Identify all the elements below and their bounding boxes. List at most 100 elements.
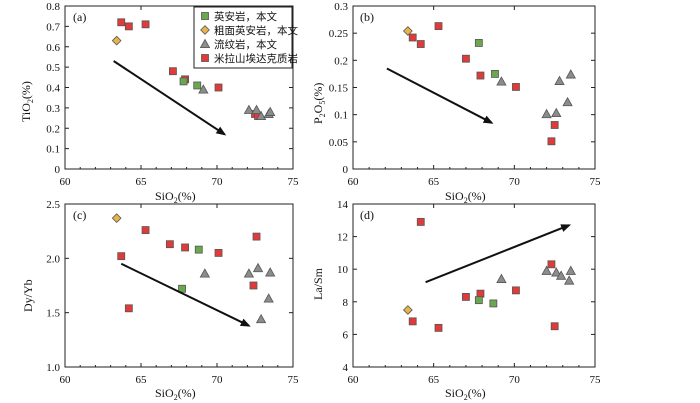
- panel-c-ytick-label: 2.0: [46, 253, 60, 265]
- panel-d-point-andesite: [489, 299, 498, 308]
- panel-d-ticks: 60 65 70 75 4 6 8 10 12 14: [337, 199, 601, 386]
- panel-a-point-rhyolite: [255, 110, 267, 121]
- panel-c-point-rhyolite: [265, 267, 276, 277]
- panel-b-point-rhyolite: [496, 76, 507, 86]
- legend-granite-marker: [201, 54, 209, 62]
- panel-c-point-rhyolite: [255, 313, 267, 324]
- panel-b-ytick-label: 0.1: [334, 110, 348, 122]
- panel-d-point-andesite: [474, 296, 483, 305]
- legend-frame: [193, 6, 293, 69]
- panel-a-point-andesite: [179, 77, 188, 86]
- panel-d-ytick-label: 14: [337, 199, 349, 211]
- panel-b-point-trachyandesite: [402, 26, 413, 36]
- panel-c-trend-arrow: [120, 262, 251, 327]
- panel-c-point-rhyolite: [199, 268, 211, 278]
- panel-b-point-rhyolite: [562, 96, 573, 107]
- panel-c-ytick-label: 1.0: [46, 362, 60, 374]
- panel-a-point-rhyolite: [265, 106, 276, 116]
- panel-c-point-granite: [252, 232, 261, 241]
- panel-c-point-rhyolite: [252, 262, 264, 273]
- panel-d-ytick-label: 6: [343, 329, 349, 341]
- panel-d-point-trachyandesite: [402, 305, 413, 315]
- legend-rhyolite-label: 流纹岩，本文: [214, 38, 277, 51]
- panel-a: 60 65 70 75 0 0.1 0.2 0.3 0.4 0.5 0.6 0.7 0.8 (a) Si…: [19, 1, 299, 205]
- panel-a-xtick-label: 70: [212, 176, 224, 188]
- panel-d-point-rhyolite: [555, 270, 567, 280]
- panel-a-ytick-label: 0.2: [46, 123, 60, 135]
- panel-b-point-rhyolite: [541, 108, 552, 119]
- panel-d-x-title: SiO2(%): [445, 386, 486, 402]
- panel-b-xtick-label: 70: [509, 176, 521, 188]
- panel-b-point-granite: [547, 137, 556, 146]
- legend-item-trachyandesite: 粗面英安岩，本文: [200, 24, 298, 37]
- panel-b-xtick-label: 60: [348, 176, 360, 188]
- panel-d-frame: [352, 203, 596, 368]
- panel-d-point-rhyolite: [496, 273, 507, 283]
- panel-a-point-granite: [117, 18, 126, 27]
- panel-c-point-rhyolite: [243, 268, 255, 278]
- panel-b-point-andesite: [474, 39, 483, 47]
- panel-c-frame: [64, 203, 294, 368]
- panel-b-point-granite: [434, 22, 443, 31]
- panel-a-ytick-label: 0.5: [46, 62, 60, 74]
- panel-d-y-title: La/Sm: [311, 267, 325, 300]
- panel-c-point-trachyandesite: [111, 213, 122, 223]
- panel-a-point-granite: [141, 20, 150, 29]
- panel-d-point-rhyolite: [564, 275, 575, 285]
- panel-c-point-granite: [181, 243, 189, 252]
- panel-b-ytick-label: 0.05: [329, 137, 349, 149]
- panel-b-point-andesite: [491, 70, 499, 78]
- panel-c-y-title: Dy/Yb: [21, 279, 35, 312]
- panel-b-ytick-label: 0.3: [334, 1, 348, 13]
- legend-rhyolite-marker: [199, 38, 211, 48]
- panel-a-point-granite: [169, 67, 177, 76]
- panel-b-frame: [352, 5, 596, 170]
- panel-c-ticks: 60 65 70 75 1.0 1.5 2.0 2.5: [46, 199, 299, 386]
- panel-c-xtick-label: 75: [288, 374, 300, 386]
- panel-a-point-granite: [214, 83, 223, 92]
- panel-d-point-granite: [434, 323, 443, 332]
- panel-b-ytick-label: 0.15: [329, 83, 349, 95]
- legend-trachyandesite-label: 粗面英安岩，本文: [214, 24, 298, 37]
- panel-b: 60 65 70 75 0 0.05 0.1 0.15 0.2 0.25 0.3 (b) SiO2(…: [311, 1, 601, 205]
- panel-b-point-granite: [550, 121, 559, 129]
- panel-a-point-rhyolite: [198, 84, 209, 94]
- legend-item-andesite: 英安岩，本文: [201, 10, 277, 23]
- panel-b-label: (b): [360, 10, 374, 24]
- panel-c-x-title: SiO2(%): [155, 386, 196, 402]
- legend: 英安岩，本文 粗面英安岩，本文 流纹岩，本文 米拉山埃达克质岩: [193, 6, 298, 69]
- legend-item-granite: 米拉山埃达克质岩: [201, 52, 298, 65]
- panel-a-ytick-label: 0.7: [46, 21, 60, 33]
- legend-andesite-marker: [201, 12, 209, 20]
- panel-c-xtick-label: 65: [136, 374, 148, 386]
- panel-a-point-andesite: [193, 81, 202, 90]
- panel-c-point-granite: [117, 252, 126, 261]
- panel-d-xtick-label: 75: [590, 374, 602, 386]
- panel-a-ytick-label: 0.8: [46, 1, 60, 13]
- panel-b-ticks: 60 65 70 75 0 0.05 0.1 0.15 0.2 0.25 0.3: [329, 1, 601, 188]
- panel-b-ytick-label: 0: [343, 164, 349, 176]
- panel-c-point-granite: [124, 304, 133, 313]
- panel-a-xtick-label: 60: [60, 176, 72, 188]
- panel-d-point-granite: [512, 286, 520, 295]
- panel-a-ytick-label: 0: [55, 164, 61, 176]
- panel-a-xtick-label: 65: [136, 176, 148, 188]
- panel-a-ytick-label: 0.1: [46, 144, 60, 156]
- panel-b-point-granite: [416, 40, 425, 48]
- panel-b-trend-arrow: [386, 67, 494, 124]
- panel-a-marks: [111, 18, 276, 121]
- panel-d-point-granite: [462, 293, 470, 301]
- panel-c-ytick-label: 2.5: [46, 199, 60, 211]
- panel-b-ytick-label: 0.25: [329, 28, 349, 40]
- panel-b-point-granite: [512, 83, 520, 91]
- panel-b-marks: [402, 22, 576, 146]
- panel-a-ytick-label: 0.4: [46, 83, 60, 95]
- panel-a-point-rhyolite: [243, 104, 255, 114]
- legend-trachyandesite-marker: [200, 25, 210, 35]
- panel-d-point-granite: [416, 218, 425, 226]
- panel-a-xtick-label: 75: [288, 176, 300, 188]
- panel-b-xtick-label: 65: [428, 176, 440, 188]
- panel-b-ytick-label: 0.2: [334, 55, 348, 67]
- panel-d-ytick-label: 8: [343, 297, 349, 309]
